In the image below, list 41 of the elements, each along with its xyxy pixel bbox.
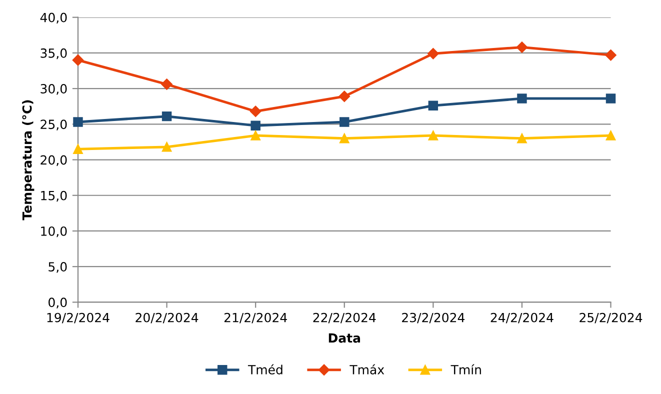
y-tick-label: 25,0 — [40, 120, 67, 130]
point — [517, 94, 527, 104]
point — [428, 48, 439, 60]
point — [606, 94, 616, 104]
point — [340, 117, 350, 127]
y-tick-label: 5,0 — [48, 262, 67, 273]
point — [517, 134, 527, 144]
x-tick-label: 20/2/2024 — [136, 312, 198, 324]
point — [72, 54, 84, 66]
point — [250, 106, 262, 117]
x-tick-label: 22/2/2024 — [313, 312, 376, 324]
x-tick-label: 25/2/2024 — [580, 312, 642, 324]
point — [338, 90, 350, 102]
legend-label: Tmáx — [350, 364, 384, 374]
y-tick-label: 40,0 — [40, 12, 67, 24]
point — [73, 144, 83, 154]
x-tick-label: 19/2/2024 — [47, 312, 110, 324]
y-tick-label: 0,0 — [48, 298, 67, 308]
y-tick-label: 30,0 — [40, 84, 67, 95]
point — [161, 78, 172, 90]
point — [250, 120, 260, 130]
point — [516, 42, 528, 53]
x-tick-label: 21/2/2024 — [224, 312, 287, 324]
point — [606, 130, 616, 140]
legend-label: Tméd — [248, 364, 282, 374]
x-axis-title: Data — [328, 333, 360, 343]
point — [162, 142, 172, 152]
point — [428, 130, 438, 140]
legend-label: Tmín — [450, 364, 481, 374]
point — [340, 134, 350, 144]
point — [605, 49, 616, 61]
x-tick-label: 23/2/2024 — [402, 312, 465, 324]
y-tick-label: 35,0 — [40, 48, 67, 60]
y-tick-label: 15,0 — [41, 190, 67, 202]
point — [250, 130, 260, 140]
y-tick-label: 10,0 — [41, 226, 67, 238]
y-axis-title: Temperatura (°C) — [22, 100, 34, 220]
y-tick-label: 20,0 — [40, 155, 67, 166]
point — [162, 111, 172, 122]
x-tick-label: 24/2/2024 — [490, 312, 554, 324]
point — [428, 100, 438, 111]
